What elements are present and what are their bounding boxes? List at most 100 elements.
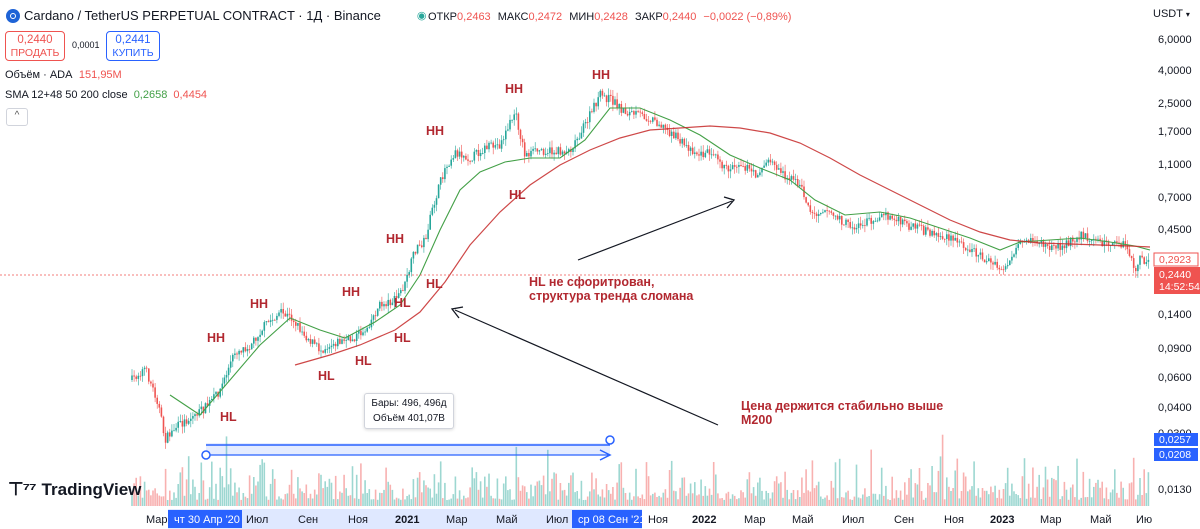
volume-bar <box>1080 497 1082 506</box>
volume-bar <box>137 495 140 506</box>
volume-bar <box>1063 481 1066 506</box>
candle-body <box>248 349 251 350</box>
volume-bar <box>1034 497 1036 506</box>
candle-body <box>523 142 526 157</box>
range-handle-start[interactable] <box>201 450 211 460</box>
volume-bar <box>964 476 967 506</box>
candle-body <box>156 397 158 404</box>
volume-bar <box>343 474 345 506</box>
price-tick: 0,0130 <box>1158 484 1192 496</box>
volume-bar <box>187 456 190 506</box>
volume-bar <box>1038 474 1040 506</box>
candle-body <box>969 249 971 253</box>
candle-body <box>838 216 841 220</box>
volume-bar <box>521 485 524 506</box>
volume-bar <box>1057 465 1059 506</box>
candle-body <box>427 229 429 240</box>
volume-bar <box>691 493 694 506</box>
price-axis[interactable]: 6,0000 4,0000 2,5000 1,7000 1,1000 0,700… <box>1158 34 1192 496</box>
volume-bar <box>332 499 335 506</box>
volume-indicator[interactable]: Объём · ADA 151,95M <box>5 69 122 81</box>
label-hh: HH <box>426 124 444 138</box>
volume-bar <box>1114 469 1116 506</box>
volume-bar <box>238 487 240 506</box>
candle-body <box>712 154 715 156</box>
volume-bar <box>257 481 259 506</box>
candle-body <box>1099 238 1101 242</box>
sma-slow-value: 0,4454 <box>173 89 208 101</box>
tag-sma-price: 0,2923 <box>1159 254 1191 266</box>
month-tick: Ноя <box>944 514 964 526</box>
volume-bar <box>215 483 217 506</box>
sell-button[interactable]: 0,2440 ПРОДАТЬ <box>5 31 65 61</box>
range-handle-end[interactable] <box>605 435 615 445</box>
volume-bar <box>225 436 228 506</box>
volume-bar <box>444 482 446 506</box>
currency-selector[interactable]: USDT ▾ <box>1153 8 1190 20</box>
candle-body <box>343 339 345 341</box>
volume-bar <box>933 492 935 506</box>
volume-bar <box>190 494 192 506</box>
volume-bar <box>694 482 696 506</box>
candle-body <box>1042 240 1045 247</box>
volume-bar <box>708 488 711 506</box>
volume-bar <box>1078 499 1080 506</box>
candle-body <box>941 236 944 239</box>
volume-bar <box>580 480 583 506</box>
volume-bar <box>591 472 593 506</box>
volume-bar <box>416 477 419 506</box>
buy-button[interactable]: 0,2441 КУПИТЬ <box>106 31 160 61</box>
visibility-dot-icon[interactable]: ◉ <box>416 10 427 22</box>
volume-bar <box>719 498 721 506</box>
candle-body <box>757 175 759 178</box>
volume-bar <box>939 456 942 506</box>
volume-bar <box>918 468 921 506</box>
candle-body <box>973 248 975 250</box>
volume-bar <box>326 486 329 506</box>
volume-bar <box>1107 499 1110 506</box>
candle-body <box>517 113 520 130</box>
volume-bar <box>757 482 759 506</box>
volume-bar <box>780 482 782 506</box>
volume-bar <box>847 490 849 506</box>
candle-body <box>956 237 959 243</box>
volume-bar <box>771 492 774 506</box>
candle-body <box>773 161 776 165</box>
volume-bar <box>1067 499 1070 506</box>
volume-bar <box>815 485 818 506</box>
candle-body <box>746 164 749 171</box>
volume-bar <box>612 487 614 506</box>
candle-body <box>652 117 654 122</box>
candle-body <box>229 361 232 368</box>
time-axis[interactable]: Мар Июл Сен Ноя 2021 Мар Май Июл Ноя 202… <box>146 514 1152 526</box>
volume-bar <box>946 477 948 506</box>
candle-body <box>914 223 917 229</box>
candle-body <box>664 124 667 128</box>
volume-bar <box>824 497 826 506</box>
candle-body <box>458 151 461 157</box>
candle-body <box>832 212 835 216</box>
candle-body <box>486 145 488 150</box>
candle-body <box>400 290 402 294</box>
symbol-title[interactable]: Cardano / TetherUS PERPETUAL CONTRACT · … <box>24 8 381 23</box>
label-hl: HL <box>318 369 335 383</box>
volume-bar <box>276 499 278 506</box>
sma-indicator[interactable]: SMA 12+48 50 200 close 0,2658 0,4454 <box>5 89 207 101</box>
tradingview-logo[interactable]: ⊤⁷⁷ TradingView <box>8 479 141 500</box>
volume-bar <box>607 490 610 506</box>
candle-body <box>244 347 247 352</box>
collapse-indicators-button[interactable]: ^ <box>6 108 28 126</box>
candle-body <box>313 339 316 344</box>
volume-bar <box>683 477 686 506</box>
volume-bar <box>799 497 801 506</box>
volume-bar <box>1090 497 1093 506</box>
volume-bar <box>433 474 436 506</box>
label-hh: HH <box>250 297 268 311</box>
volume-bar <box>152 490 154 506</box>
month-tick: Май <box>496 514 518 526</box>
candle-body <box>477 150 480 156</box>
volume-bar <box>658 495 660 506</box>
volume-bar <box>635 468 637 506</box>
volume-bar <box>248 475 251 506</box>
